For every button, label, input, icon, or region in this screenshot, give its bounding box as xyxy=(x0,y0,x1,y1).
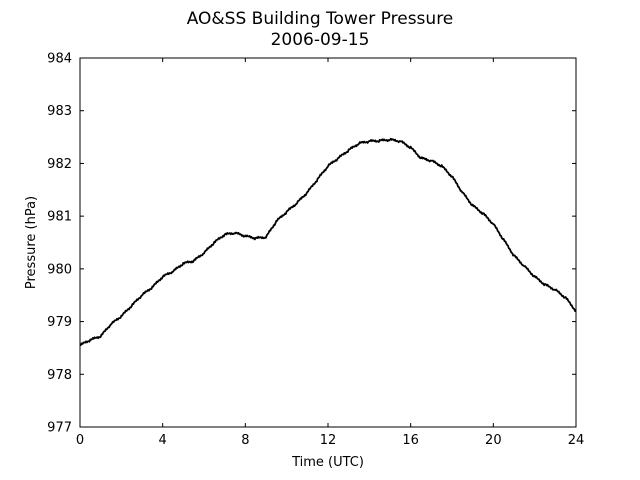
y-tick-label-1: 978 xyxy=(47,368,72,383)
y-tick-label-6: 983 xyxy=(47,104,72,119)
chart-subtitle: 2006-09-15 xyxy=(271,30,370,50)
x-tick-label-6: 24 xyxy=(568,433,585,448)
y-tick-label-0: 977 xyxy=(47,421,72,436)
series-group xyxy=(79,137,577,347)
axis-ticks: 0 4 8 12 16 20 24 977 978 979 980 981 982 983 984 xyxy=(47,52,584,449)
y-tick-label-5: 982 xyxy=(47,157,72,172)
x-tick-label-2: 8 xyxy=(241,433,249,448)
x-tick-label-0: 0 xyxy=(76,433,84,448)
chart-title: AO&SS Building Tower Pressure xyxy=(187,9,454,29)
series-line-0 xyxy=(79,137,577,347)
x-tick-label-5: 20 xyxy=(485,433,502,448)
y-axis-label: Pressure (hPa) xyxy=(24,196,39,289)
y-tick-label-7: 984 xyxy=(47,52,72,67)
y-tick-label-2: 979 xyxy=(47,315,72,330)
x-tick-label-3: 12 xyxy=(320,433,337,448)
y-tick-label-4: 981 xyxy=(47,210,72,225)
plot-frame xyxy=(79,57,577,428)
x-axis-label: Time (UTC) xyxy=(291,455,364,470)
x-tick-label-4: 16 xyxy=(402,433,419,448)
x-tick-label-1: 4 xyxy=(159,433,167,448)
y-tick-label-3: 980 xyxy=(47,262,72,277)
